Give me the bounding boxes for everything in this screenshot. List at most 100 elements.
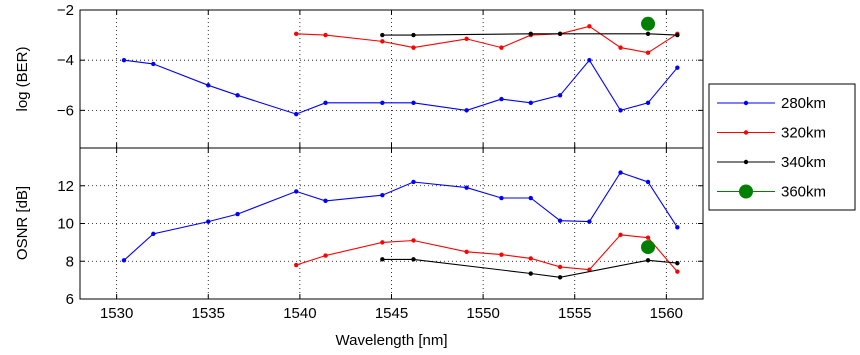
y-tick-label: −4 bbox=[57, 52, 74, 69]
y-tick-label: −6 bbox=[57, 102, 74, 119]
data-point-280km bbox=[151, 231, 156, 237]
data-point-280km bbox=[121, 57, 127, 63]
y-tick-label: −2 bbox=[57, 2, 74, 19]
legend-label: 340km bbox=[781, 154, 826, 171]
series-line-280km bbox=[123, 59, 678, 115]
data-point-320km bbox=[380, 240, 385, 245]
data-point-280km bbox=[294, 111, 299, 117]
data-point-320km bbox=[675, 269, 680, 274]
data-point-320km bbox=[464, 36, 469, 42]
data-point-280km bbox=[411, 100, 416, 106]
data-point-320km bbox=[323, 32, 328, 38]
data-point-320km bbox=[528, 256, 533, 261]
data-point-340km bbox=[380, 257, 385, 262]
data-point-280km bbox=[528, 100, 533, 106]
y-axis-label: log (BER) bbox=[14, 46, 31, 111]
y-tick-label: 12 bbox=[57, 178, 74, 195]
data-point-280km bbox=[206, 219, 211, 224]
data-point-280km bbox=[294, 189, 299, 194]
data-point-320km bbox=[294, 31, 299, 37]
data-point-280km bbox=[499, 96, 504, 102]
ber-plot: −6 −4 −2 log (BER) bbox=[14, 2, 704, 149]
data-point-320km bbox=[294, 262, 299, 268]
data-point-280km bbox=[206, 83, 211, 88]
y-tick-label: 8 bbox=[66, 253, 74, 270]
data-point-320km bbox=[380, 39, 385, 44]
data-point-280km bbox=[499, 195, 504, 201]
data-point-340km bbox=[411, 32, 416, 38]
data-point-320km bbox=[587, 267, 592, 272]
x-tick-label: 1545 bbox=[375, 305, 408, 322]
data-point-280km bbox=[380, 100, 385, 106]
data-point-280km bbox=[618, 108, 623, 113]
data-point-320km bbox=[411, 238, 416, 243]
data-point-280km bbox=[151, 61, 156, 67]
legend-marker bbox=[739, 184, 753, 199]
data-point-280km bbox=[323, 198, 328, 204]
data-point-320km bbox=[645, 50, 651, 55]
series-line-340km bbox=[382, 258, 678, 278]
data-point-340km bbox=[675, 260, 680, 266]
data-point-320km bbox=[499, 45, 504, 50]
x-tick-label: 1555 bbox=[558, 305, 591, 322]
data-point-340km bbox=[528, 31, 533, 37]
x-tick-label: 1560 bbox=[650, 305, 683, 322]
data-point-280km bbox=[380, 192, 385, 198]
x-tick-label: 1535 bbox=[192, 305, 225, 322]
data-point-360km bbox=[641, 16, 656, 31]
legend: 280km 320km 340km 360km bbox=[708, 83, 856, 211]
data-point-320km bbox=[464, 249, 469, 255]
data-point-280km bbox=[464, 108, 469, 113]
data-point-280km bbox=[645, 100, 651, 106]
series-line-280km bbox=[123, 171, 678, 261]
legend-label: 320km bbox=[781, 125, 826, 142]
data-point-340km bbox=[411, 257, 416, 262]
data-point-320km bbox=[323, 253, 328, 258]
data-point-320km bbox=[499, 252, 504, 257]
legend-label: 280km bbox=[781, 95, 826, 112]
legend-box bbox=[708, 83, 856, 211]
y-tick-label: 10 bbox=[57, 216, 74, 233]
data-point-340km bbox=[557, 275, 563, 280]
data-point-340km bbox=[675, 32, 680, 38]
data-point-320km bbox=[618, 45, 623, 50]
series-line-340km bbox=[382, 33, 678, 36]
data-point-340km bbox=[557, 31, 563, 37]
data-point-280km bbox=[323, 100, 328, 106]
data-point-320km bbox=[411, 45, 416, 50]
data-point-280km bbox=[557, 93, 563, 98]
data-point-320km bbox=[618, 232, 623, 238]
legend-marker bbox=[743, 130, 749, 135]
data-point-280km bbox=[675, 65, 680, 70]
data-point-320km bbox=[557, 264, 563, 270]
data-point-280km bbox=[121, 258, 127, 263]
data-point-280km bbox=[557, 218, 563, 223]
data-point-280km bbox=[528, 195, 533, 201]
data-point-340km bbox=[380, 32, 385, 38]
data-point-280km bbox=[235, 93, 240, 98]
y-axis-label: OSNR [dB] bbox=[14, 186, 31, 260]
data-point-280km bbox=[235, 211, 240, 217]
legend-label: 360km bbox=[781, 184, 826, 201]
data-point-280km bbox=[587, 219, 592, 224]
plot-frame bbox=[79, 147, 704, 300]
data-point-340km bbox=[528, 271, 533, 276]
data-point-340km bbox=[645, 258, 651, 263]
x-tick-label: 1550 bbox=[466, 305, 499, 322]
data-point-360km bbox=[641, 240, 656, 255]
data-point-280km bbox=[411, 179, 416, 185]
x-tick-label: 1540 bbox=[283, 305, 316, 322]
data-point-280km bbox=[645, 179, 651, 185]
y-tick-label: 6 bbox=[66, 291, 74, 308]
x-tick-label: 1530 bbox=[100, 305, 133, 322]
data-point-280km bbox=[464, 185, 469, 190]
osnr-plot: 6 8 10 12 1530 1535 1540 1545 1550 1555 1560 OSNR [… bbox=[14, 147, 704, 349]
x-axis-label: Wavelength [nm] bbox=[336, 332, 448, 349]
series-line-320km bbox=[296, 234, 678, 272]
data-point-280km bbox=[618, 170, 623, 175]
legend-marker bbox=[743, 100, 749, 106]
data-point-320km bbox=[587, 24, 592, 29]
data-point-280km bbox=[587, 57, 592, 63]
legend-marker bbox=[743, 159, 749, 165]
